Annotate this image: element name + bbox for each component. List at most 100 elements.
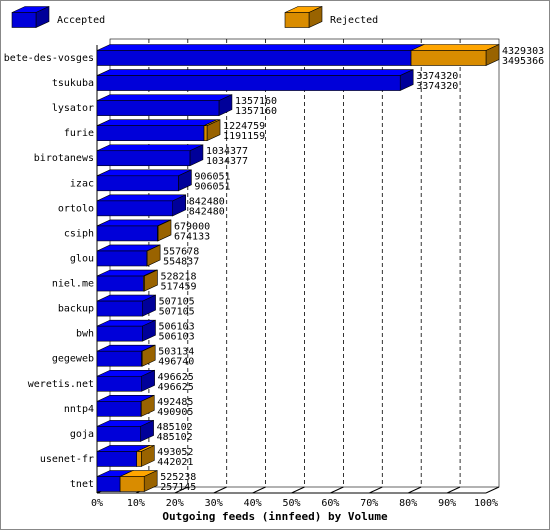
accepted-label: 485102 <box>157 432 193 443</box>
bar-segment-face <box>96 401 142 417</box>
bar-segment-face <box>96 169 192 177</box>
bar-segment <box>119 470 158 492</box>
total-label: 906051 <box>194 171 230 182</box>
x-tick-label: 90% <box>438 498 456 509</box>
bar-segment <box>96 194 186 217</box>
x-tick-label: 70% <box>360 498 378 509</box>
bar-segment <box>96 44 425 66</box>
accepted-label: 442021 <box>157 457 193 468</box>
bar-segment-face <box>96 200 173 217</box>
tick-mark <box>446 486 461 494</box>
bar-segment-face <box>96 426 141 442</box>
x-tick-label: 0% <box>91 498 103 509</box>
bar-segment-face <box>96 144 204 152</box>
tick-mark <box>174 486 189 494</box>
legend-swatch-face <box>284 12 310 28</box>
total-label: 842480 <box>189 196 225 207</box>
accepted-label: 496740 <box>158 357 194 368</box>
bar-segment-face <box>96 125 205 141</box>
accepted-label: 3495366 <box>502 56 544 67</box>
total-label: 493052 <box>157 447 193 458</box>
bar-segment-face <box>96 375 142 392</box>
category-label: goja <box>70 429 94 440</box>
accepted-label: 1357160 <box>235 106 277 117</box>
bar-segment-face <box>96 194 186 202</box>
accepted-label: 554837 <box>163 256 199 267</box>
x-tick-label: 10% <box>127 498 145 509</box>
x-tick-label: 20% <box>166 498 184 509</box>
total-label: 4329303 <box>502 46 544 57</box>
bar-segment <box>96 69 414 92</box>
bar-segment <box>410 44 500 66</box>
legend-swatch <box>284 6 323 28</box>
category-label: weretis.net <box>28 379 94 390</box>
bar-segment-face <box>96 100 220 116</box>
category-label: nntp4 <box>64 404 94 415</box>
category-label: bete-des-vosges <box>4 53 94 64</box>
total-label: 507105 <box>159 297 195 308</box>
legend-swatch-face <box>11 12 37 28</box>
total-label: 492485 <box>157 397 193 408</box>
bar-segment-face <box>96 275 144 292</box>
bar-segment <box>96 419 154 442</box>
category-label: glou <box>70 253 94 264</box>
bar-segment <box>96 144 204 167</box>
tick-mark <box>252 486 266 494</box>
accepted-label: 842480 <box>189 206 225 217</box>
bar-segment <box>203 119 221 142</box>
bar-segment <box>96 169 192 192</box>
x-tick-label: 30% <box>205 498 223 509</box>
tick-mark <box>407 486 422 494</box>
category-label: tnet <box>70 479 94 490</box>
legend-label: Rejected <box>330 15 378 26</box>
bar-segment-face <box>96 44 425 51</box>
bar-segment-face <box>141 350 143 367</box>
category-label: backup <box>58 304 94 315</box>
total-label: 3374320 <box>416 71 458 82</box>
category-label: bwh <box>76 329 94 340</box>
tick-mark <box>330 486 344 494</box>
total-label: 1224759 <box>223 121 265 132</box>
total-label: 1034377 <box>206 146 248 157</box>
bar-segment-face <box>96 50 412 66</box>
bar-segment <box>141 344 156 367</box>
x-tick-label: 100% <box>474 498 498 509</box>
bar-segment-face <box>410 50 487 66</box>
bar-segment-face <box>96 250 148 267</box>
tick-mark <box>485 486 500 494</box>
bar-segment-face <box>96 75 401 91</box>
total-label: 679000 <box>174 221 210 232</box>
bar-segment-face <box>96 119 218 126</box>
bar-segment-face <box>410 44 500 51</box>
bar-segment <box>157 219 172 242</box>
category-label: furie <box>64 128 94 139</box>
bar-segment-face <box>143 275 145 292</box>
bar-segment-face <box>96 300 143 317</box>
bar-segment-face <box>136 451 142 467</box>
bar-segment <box>96 294 156 317</box>
bar-segment <box>136 444 155 467</box>
category-label: csiph <box>64 228 94 239</box>
accepted-label: 3374320 <box>416 81 458 92</box>
accepted-label: 506103 <box>158 332 194 343</box>
category-label: usenet-fr <box>40 454 94 465</box>
bar-segment <box>143 269 158 292</box>
category-label: birotanews <box>34 153 94 164</box>
legend-swatch <box>11 6 50 28</box>
bar-segment-face <box>96 175 179 192</box>
total-label: 1357160 <box>235 96 277 107</box>
bar-segment <box>140 394 155 417</box>
x-tick-label: 60% <box>321 498 339 509</box>
tick-mark <box>369 486 383 494</box>
total-label: 528218 <box>160 272 196 283</box>
bar-segment-face <box>96 69 414 76</box>
tick-mark <box>213 486 227 494</box>
bar-segment-face <box>96 94 233 101</box>
bar-segment <box>146 244 161 267</box>
category-label: lysator <box>52 103 94 114</box>
bar-segment <box>96 369 155 392</box>
bar-segment-face <box>96 225 158 242</box>
accepted-label: 1034377 <box>206 156 248 167</box>
